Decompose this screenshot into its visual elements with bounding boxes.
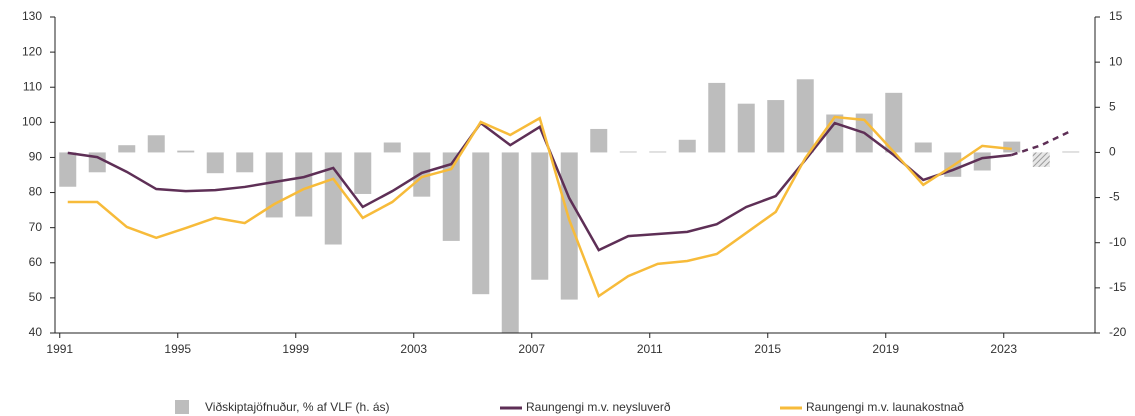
x-tick-label: 1999: [282, 342, 309, 356]
bar: [472, 152, 490, 295]
x-tick-label: 2015: [754, 342, 781, 356]
bar: [649, 151, 667, 153]
y-tick-label: 50: [29, 290, 43, 304]
y2-tick-label: -20: [1109, 325, 1127, 339]
x-tick-label: 2023: [990, 342, 1017, 356]
bar: [177, 150, 195, 153]
y-tick-label: 130: [22, 9, 42, 23]
legend-swatch: [175, 400, 189, 414]
y-tick-label: 60: [29, 255, 43, 269]
y2-tick-label: 10: [1109, 54, 1123, 68]
bar: [1032, 152, 1050, 167]
x-tick-label: 2003: [400, 342, 427, 356]
bar: [914, 142, 932, 153]
bar: [383, 142, 401, 153]
bar: [354, 152, 372, 194]
bar: [678, 139, 696, 153]
bar: [236, 152, 254, 173]
bar: [885, 92, 903, 153]
y2-tick-label: -15: [1109, 280, 1127, 294]
bar: [413, 152, 431, 197]
y-tick-label: 110: [23, 79, 42, 93]
x-tick-label: 2007: [518, 342, 545, 356]
legend-label: Raungengi m.v. launakostnað: [806, 400, 964, 414]
bar: [206, 152, 224, 174]
line: [67, 115, 1012, 299]
bar: [767, 100, 785, 153]
y-tick-label: 40: [29, 325, 43, 339]
line: [67, 121, 1012, 252]
bar: [619, 151, 637, 153]
line-forecast: [1011, 129, 1072, 157]
legend-label: Raungengi m.v. neysluverð: [526, 400, 671, 414]
bar: [560, 152, 578, 300]
bar: [59, 152, 77, 187]
bar: [295, 152, 313, 217]
bar: [1003, 141, 1021, 153]
y2-tick-label: -5: [1109, 190, 1120, 204]
y2-tick-label: -10: [1109, 235, 1127, 249]
y2-tick-label: 0: [1109, 145, 1116, 159]
bar: [796, 79, 814, 153]
bar: [501, 152, 519, 333]
bar: [118, 145, 136, 153]
bar: [531, 152, 549, 280]
x-tick-label: 2019: [872, 342, 899, 356]
bar: [826, 114, 844, 153]
y-tick-label: 120: [22, 44, 42, 58]
x-tick-label: 1995: [164, 342, 191, 356]
y2-tick-label: 5: [1109, 99, 1116, 113]
legend-label: Viðskiptajöfnuður, % af VLF (h. ás): [205, 400, 390, 414]
y-tick-label: 70: [29, 220, 43, 234]
bar: [324, 152, 342, 245]
bar: [147, 135, 165, 153]
bar: [737, 103, 755, 153]
bar: [708, 82, 726, 153]
bar: [590, 128, 608, 153]
y-tick-label: 90: [29, 150, 43, 164]
bar: [442, 152, 460, 241]
x-tick-label: 2011: [637, 342, 663, 356]
y2-tick-label: 15: [1109, 9, 1123, 23]
x-tick-label: 1991: [46, 342, 73, 356]
y-tick-label: 80: [29, 185, 43, 199]
bar: [1062, 151, 1080, 153]
y-tick-label: 100: [22, 115, 42, 129]
